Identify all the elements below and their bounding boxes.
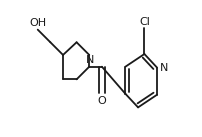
Text: N: N xyxy=(160,63,169,73)
Text: N: N xyxy=(85,55,94,65)
Text: Cl: Cl xyxy=(139,17,150,27)
Text: O: O xyxy=(98,96,106,106)
Text: OH: OH xyxy=(29,18,46,28)
